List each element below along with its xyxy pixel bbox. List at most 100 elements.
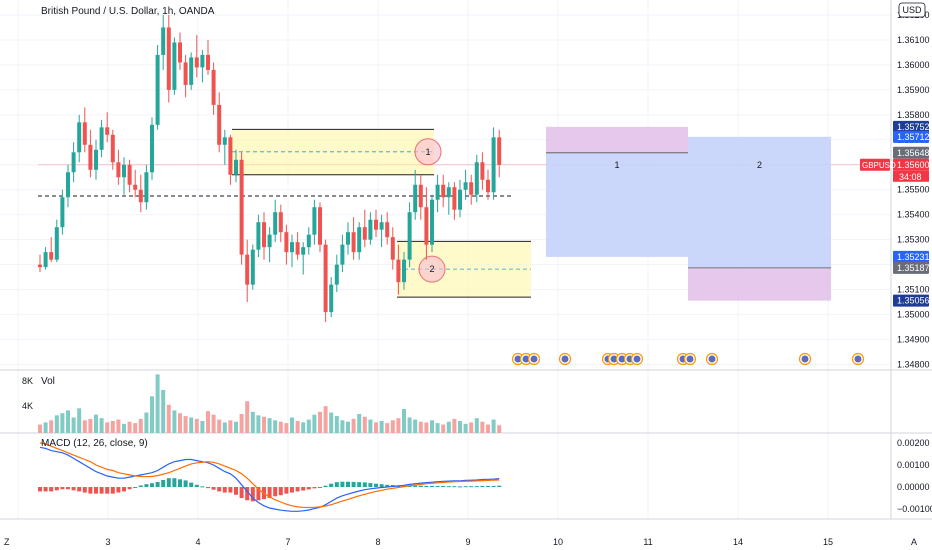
price-axis[interactable]: 1.362001.361001.360001.359001.358001.357… (22, 10, 932, 514)
candle-body[interactable] (77, 122, 82, 153)
candle-body[interactable] (463, 182, 468, 190)
candle-body[interactable] (474, 162, 479, 195)
economic-event-icon[interactable] (798, 352, 812, 366)
economic-event-icon[interactable] (851, 352, 865, 366)
candle-body[interactable] (105, 127, 110, 135)
price-tag[interactable] (893, 261, 929, 274)
candle-body[interactable] (144, 172, 149, 203)
candle-body[interactable] (413, 184, 418, 213)
candle-body[interactable] (340, 244, 345, 265)
price-tag[interactable] (893, 250, 929, 263)
candle-body[interactable] (222, 137, 227, 145)
candle-body[interactable] (250, 249, 255, 285)
candle-body[interactable] (116, 162, 121, 178)
candle-body[interactable] (194, 57, 199, 68)
candle-body[interactable] (385, 222, 390, 238)
candle-body[interactable] (306, 234, 311, 248)
candle-body[interactable] (430, 199, 434, 245)
price-tag[interactable] (893, 130, 929, 143)
candle-body[interactable] (452, 187, 457, 210)
currency-button[interactable] (898, 2, 926, 18)
candle-body[interactable] (82, 122, 87, 145)
projection-1-upper[interactable] (546, 126, 688, 153)
candle-body[interactable] (245, 254, 250, 285)
candle-body[interactable] (172, 42, 177, 90)
candle-body[interactable] (217, 104, 222, 145)
symbol-tag[interactable] (860, 158, 890, 171)
candle-body[interactable] (94, 149, 98, 170)
candle-body[interactable] (155, 54, 160, 125)
candle-body[interactable] (66, 172, 70, 198)
candles-series[interactable] (38, 14, 502, 323)
drawings-layer[interactable]: 1 2 1 2 (38, 126, 891, 301)
candle-body[interactable] (396, 259, 401, 283)
candle-body[interactable] (497, 137, 502, 165)
candle-body[interactable] (99, 127, 104, 150)
candle-body[interactable] (480, 162, 485, 180)
candle-body[interactable] (491, 137, 496, 193)
projection-2-upper[interactable] (688, 136, 831, 268)
candle-body[interactable] (334, 264, 339, 285)
candle-body[interactable] (71, 152, 76, 173)
candle-body[interactable] (206, 54, 210, 70)
economic-event-icon[interactable] (527, 352, 541, 366)
candle-body[interactable] (362, 227, 367, 240)
candle-body[interactable] (161, 27, 166, 55)
zone-marker-circle[interactable] (414, 138, 442, 166)
candle-body[interactable] (60, 197, 65, 228)
candle-body[interactable] (301, 247, 306, 255)
economic-event-icon[interactable] (705, 352, 719, 366)
candle-body[interactable] (110, 134, 115, 163)
projection-1-lower[interactable] (546, 152, 688, 257)
candle-body[interactable] (295, 242, 300, 255)
candle-body[interactable] (357, 227, 362, 253)
candle-body[interactable] (200, 54, 205, 68)
candle-body[interactable] (49, 252, 54, 260)
price-tag[interactable] (893, 120, 929, 133)
candle-body[interactable] (211, 69, 216, 105)
candle-body[interactable] (402, 259, 406, 283)
economic-event-icon[interactable] (683, 352, 697, 366)
candle-body[interactable] (256, 222, 261, 250)
candle-body[interactable] (150, 124, 154, 173)
candle-body[interactable] (379, 222, 384, 230)
candle-body[interactable] (346, 232, 350, 245)
projection-2-lower[interactable] (688, 267, 831, 301)
candle-body[interactable] (133, 184, 138, 190)
candle-body[interactable] (166, 27, 171, 90)
candle-body[interactable] (486, 179, 490, 193)
candle-body[interactable] (228, 137, 233, 175)
candle-body[interactable] (458, 189, 462, 210)
price-tag[interactable] (893, 294, 929, 307)
candle-body[interactable] (374, 219, 378, 230)
candle-body[interactable] (418, 184, 423, 208)
candle-body[interactable] (435, 184, 440, 200)
price-tag[interactable] (893, 146, 929, 159)
candle-body[interactable] (390, 237, 395, 260)
candle-body[interactable] (273, 212, 278, 235)
candle-body[interactable] (329, 284, 334, 313)
candle-body[interactable] (312, 207, 317, 235)
economic-event-icon[interactable] (630, 352, 644, 366)
candle-body[interactable] (122, 164, 126, 178)
candle-body[interactable] (424, 207, 429, 245)
candle-body[interactable] (267, 234, 272, 248)
candle-body[interactable] (189, 57, 194, 85)
candle-body[interactable] (368, 219, 373, 240)
candle-body[interactable] (38, 264, 42, 268)
candle-body[interactable] (323, 244, 328, 313)
candle-body[interactable] (278, 212, 283, 233)
candle-body[interactable] (138, 189, 143, 203)
zone-marker-circle[interactable] (418, 255, 446, 283)
candle-body[interactable] (284, 232, 289, 253)
price-tag[interactable] (893, 158, 929, 171)
candle-body[interactable] (239, 159, 244, 255)
time-axis[interactable]: 3 4 7 8 9 10 11 14 15 (105, 537, 833, 547)
candle-body[interactable] (88, 144, 93, 170)
economic-event-icon[interactable] (558, 352, 572, 366)
candle-body[interactable] (262, 222, 266, 248)
candle-body[interactable] (407, 212, 412, 260)
candle-body[interactable] (318, 207, 322, 245)
